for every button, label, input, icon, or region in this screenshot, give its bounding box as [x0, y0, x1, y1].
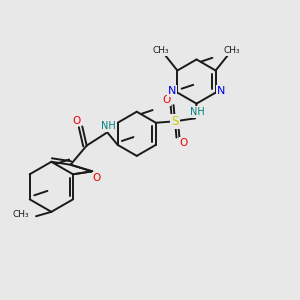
- Text: NH: NH: [101, 121, 116, 131]
- Text: S: S: [171, 115, 179, 128]
- Text: N: N: [168, 86, 176, 96]
- Text: O: O: [162, 95, 170, 105]
- Text: O: O: [92, 173, 101, 183]
- Text: N: N: [217, 86, 225, 96]
- Text: O: O: [72, 116, 80, 126]
- Text: CH₃: CH₃: [153, 46, 169, 55]
- Text: CH₃: CH₃: [224, 46, 240, 55]
- Text: CH₃: CH₃: [13, 210, 30, 219]
- Text: NH: NH: [190, 107, 205, 117]
- Text: O: O: [180, 138, 188, 148]
